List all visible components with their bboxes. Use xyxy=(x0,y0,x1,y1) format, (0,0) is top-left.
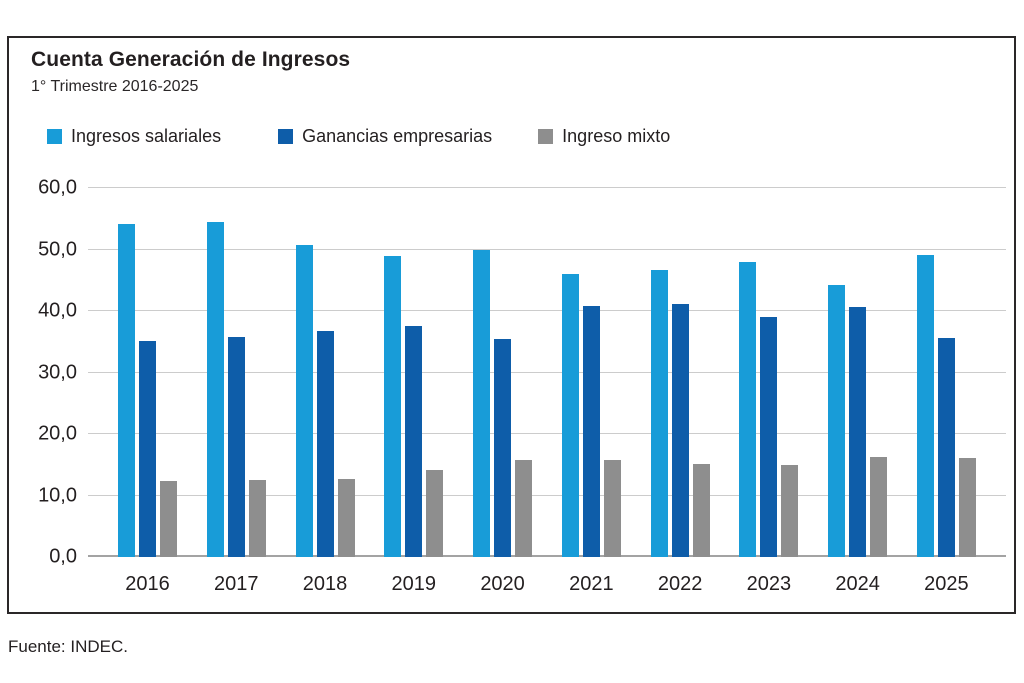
bar-ganancias-empresarias-2017 xyxy=(227,336,245,557)
bar-ganancias-empresarias-2018 xyxy=(316,330,334,557)
bar-ganancias-empresarias-2022 xyxy=(671,303,689,557)
bar-ingreso-mixto-2017 xyxy=(248,480,266,557)
legend-swatch-dark-blue xyxy=(278,129,294,144)
bar-group-2020: 2020 xyxy=(473,188,533,595)
x-axis-tick-label-2023: 2023 xyxy=(746,573,792,595)
bar-ganancias-empresarias-2021 xyxy=(582,306,600,557)
bar-ganancias-empresarias-2019 xyxy=(405,325,423,557)
x-axis-tick-label-2021: 2021 xyxy=(569,573,614,595)
y-axis-tick-label: 0,0 xyxy=(49,545,77,568)
y-axis-tick-label: 60,0 xyxy=(38,176,77,199)
bar-group-2025: 2025 xyxy=(916,188,976,595)
legend: Ingresos salariales Ganancias empresaria… xyxy=(47,126,670,147)
bar-ingreso-mixto-2023 xyxy=(781,465,799,557)
y-axis-tick-label: 50,0 xyxy=(38,238,77,260)
bar-chart-plot-area: 0,0 10,0 20,0 30,0 40,0 50,0 60,0 2016 2017 2018 2… xyxy=(38,177,1006,595)
gridline-10 xyxy=(88,494,1006,496)
bar-groups: 2016 2017 2018 2019 2020 2021 2022 2023 2024 2025 xyxy=(88,188,1006,595)
x-axis-tick-label-2019: 2019 xyxy=(391,573,437,595)
bar-ganancias-empresarias-2023 xyxy=(760,317,778,557)
legend-label: Ingresos salariales xyxy=(71,126,222,146)
x-axis-tick-label-2017: 2017 xyxy=(214,573,259,595)
bar-ingresos-salariales-2025 xyxy=(916,255,934,557)
bar-ingreso-mixto-2024 xyxy=(870,457,888,557)
chart-subtitle: 1° Trimestre 2016-2025 xyxy=(31,78,199,95)
bar-group-2017: 2017 xyxy=(206,188,266,595)
bar-ingresos-salariales-2022 xyxy=(650,269,668,557)
bar-ingreso-mixto-2022 xyxy=(692,464,710,557)
y-axis-tick-label: 10,0 xyxy=(38,484,77,506)
bar-ganancias-empresarias-2025 xyxy=(937,338,955,557)
bar-ingresos-salariales-2016 xyxy=(118,223,135,557)
gridline-60 xyxy=(88,187,1006,188)
legend-swatch-light-blue xyxy=(47,129,62,144)
bar-ingreso-mixto-2020 xyxy=(515,459,533,557)
bar-ingresos-salariales-2024 xyxy=(828,285,846,557)
bar-group-2023: 2023 xyxy=(739,188,799,595)
legend-item-ingreso-mixto: Ingreso mixto xyxy=(538,126,670,147)
gridline-40 xyxy=(88,310,1006,311)
gridline-50 xyxy=(88,248,1006,250)
x-axis-tick-label-2025: 2025 xyxy=(924,573,969,595)
bar-group-2022: 2022 xyxy=(650,188,710,595)
bar-ingreso-mixto-2025 xyxy=(958,458,976,557)
legend-item-ingresos-salariales: Ingresos salariales xyxy=(47,126,221,147)
chart-title: Cuenta Generación de Ingresos xyxy=(31,48,351,71)
y-axis-tick-label: 40,0 xyxy=(38,299,77,322)
bar-ingresos-salariales-2017 xyxy=(206,222,224,557)
chart-card: Cuenta Generación de Ingresos 1° Trimest… xyxy=(7,36,1016,614)
legend-label: Ingreso mixto xyxy=(562,126,671,146)
source-note: Fuente: INDEC. xyxy=(8,637,128,656)
bar-ingreso-mixto-2019 xyxy=(426,469,444,557)
bar-group-2024: 2024 xyxy=(828,188,888,595)
x-axis-tick-label-2016: 2016 xyxy=(125,573,170,595)
gridline-30 xyxy=(88,371,1006,373)
x-axis-tick-label-2022: 2022 xyxy=(657,573,703,595)
bar-group-2016: 2016 xyxy=(118,188,177,595)
x-axis-tick-label-2018: 2018 xyxy=(302,573,348,595)
bar-ingresos-salariales-2018 xyxy=(295,244,313,557)
bar-ingresos-salariales-2023 xyxy=(739,261,757,557)
bar-group-2021: 2021 xyxy=(561,188,621,595)
bar-ganancias-empresarias-2020 xyxy=(494,338,512,557)
legend-swatch-gray xyxy=(538,129,554,144)
x-axis-tick-label-2024: 2024 xyxy=(835,573,880,595)
bar-ganancias-empresarias-2024 xyxy=(849,306,867,557)
bar-ganancias-empresarias-2016 xyxy=(139,340,156,557)
bar-ingreso-mixto-2018 xyxy=(337,478,355,557)
bar-ingresos-salariales-2020 xyxy=(473,250,491,557)
gridline-20 xyxy=(88,433,1006,434)
bar-ingreso-mixto-2016 xyxy=(160,480,177,557)
y-axis-tick-label: 30,0 xyxy=(38,361,77,383)
bar-ingresos-salariales-2019 xyxy=(384,255,402,557)
gridline-0 xyxy=(88,555,1006,557)
bar-ingresos-salariales-2021 xyxy=(561,273,579,557)
legend-label: Ganancias empresarias xyxy=(302,126,493,146)
bar-group-2018: 2018 xyxy=(295,188,355,595)
legend-item-ganancias-empresarias: Ganancias empresarias xyxy=(278,126,492,147)
y-axis-tick-label: 20,0 xyxy=(38,422,77,445)
x-axis-tick-label-2020: 2020 xyxy=(480,573,525,595)
bar-group-2019: 2019 xyxy=(384,188,444,595)
bar-ingreso-mixto-2021 xyxy=(603,459,621,557)
